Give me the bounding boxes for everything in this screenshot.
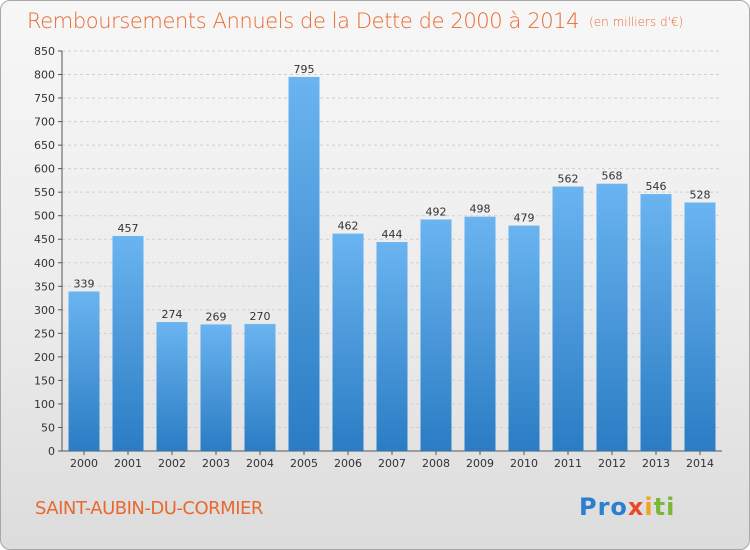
y-tick-label: 650 [34,139,55,152]
y-tick-label: 150 [34,374,55,387]
y-tick-label: 250 [34,327,55,340]
y-tick-label: 100 [34,398,55,411]
x-tick-label: 2012 [598,457,626,470]
bar-value-label: 270 [250,310,271,323]
bar [464,216,496,451]
bar [288,76,320,451]
location-label: SAINT-AUBIN-DU-CORMIER [35,498,263,519]
bar [112,235,144,451]
y-tick-label: 450 [34,233,55,246]
y-tick-label: 200 [34,351,55,364]
y-tick-label: 350 [34,280,55,293]
x-tick-label: 2007 [378,457,406,470]
logo-part-1: Pro [579,493,628,521]
bar [68,291,100,451]
proxiti-logo[interactable]: Proxiti [579,493,675,521]
y-tick-label: 600 [34,163,55,176]
y-tick-label: 550 [34,186,55,199]
bar [552,186,584,451]
bar-value-label: 444 [382,228,403,241]
bar-value-label: 546 [646,180,667,193]
bar-value-label: 339 [74,277,95,290]
bar-value-label: 479 [514,212,535,225]
y-tick-label: 500 [34,210,55,223]
x-tick-label: 2003 [202,457,230,470]
bar-value-label: 274 [162,308,183,321]
logo-part-4: ti [653,493,676,521]
y-tick-label: 700 [34,116,55,129]
x-tick-label: 2011 [554,457,582,470]
bar [420,219,452,451]
bar-value-label: 528 [690,189,711,202]
logo-part-2: x [627,493,645,521]
bar [684,202,716,451]
bar [200,324,232,451]
y-tick-label: 400 [34,257,55,270]
x-tick-label: 2008 [422,457,450,470]
x-tick-label: 2013 [642,457,670,470]
y-tick-label: 850 [34,45,55,58]
y-tick-label: 800 [34,69,55,82]
x-tick-label: 2014 [686,457,714,470]
x-tick-label: 2002 [158,457,186,470]
x-tick-label: 2004 [246,457,274,470]
y-tick-label: 750 [34,92,55,105]
chart-title-text: Remboursements Annuels de la Dette de 20… [27,9,580,33]
y-tick-label: 50 [41,421,55,434]
bar-value-label: 269 [206,310,227,323]
x-tick-label: 2005 [290,457,318,470]
bar-value-label: 562 [558,173,579,186]
bar [156,322,188,451]
bar-value-label: 795 [294,63,315,76]
y-tick-label: 0 [48,445,55,458]
x-tick-label: 2010 [510,457,538,470]
x-tick-label: 2006 [334,457,362,470]
bar-value-label: 457 [118,222,139,235]
chart-title: Remboursements Annuels de la Dette de 20… [27,9,683,33]
bar-value-label: 462 [338,220,359,233]
bar-value-label: 492 [426,205,447,218]
x-tick-label: 2000 [70,457,98,470]
x-tick-label: 2009 [466,457,494,470]
bar [596,183,628,452]
y-tick-label: 300 [34,304,55,317]
bar [244,323,276,451]
bar [640,194,672,451]
bar [508,225,540,451]
logo-part-3: i [644,493,654,521]
bar [376,242,408,451]
bar-value-label: 498 [470,203,491,216]
bar [332,233,364,451]
x-tick-label: 2001 [114,457,142,470]
chart-subtitle: (en milliers d'€) [589,15,684,29]
bar-value-label: 568 [602,170,623,183]
